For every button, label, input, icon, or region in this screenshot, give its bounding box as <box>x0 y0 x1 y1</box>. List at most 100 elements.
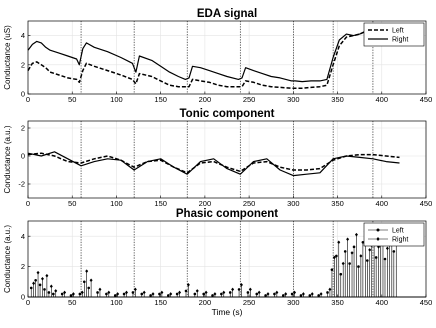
legend-label: Left <box>392 228 404 235</box>
legend-box <box>363 22 425 47</box>
stem-marker-left <box>237 288 241 291</box>
stem-marker-right <box>49 284 53 289</box>
stem-marker-left <box>366 259 369 262</box>
stem-marker-right <box>341 261 345 266</box>
stem-marker-right <box>319 292 323 296</box>
x-tick-label: 350 <box>331 199 344 208</box>
stem-marker-right <box>89 278 93 283</box>
x-tick-label: 400 <box>376 199 389 208</box>
x-tick-label: 100 <box>110 298 123 307</box>
stem-marker-right <box>107 290 111 295</box>
stem-marker-right <box>354 232 358 237</box>
stem-marker-left <box>167 294 170 297</box>
stem-marker-right <box>40 276 44 281</box>
chart-title: Phasic component <box>176 208 278 220</box>
stem-marker-left <box>348 262 351 265</box>
x-tick-label: 300 <box>287 95 300 104</box>
x-tick-label: 250 <box>243 95 256 104</box>
stem-marker-right <box>275 290 279 295</box>
stem-marker-right <box>98 287 102 292</box>
stem-marker-left <box>140 292 144 296</box>
stem-marker-right <box>54 289 58 293</box>
stem-marker-left <box>78 292 82 296</box>
stem-marker-left <box>357 265 360 268</box>
y-tick-label: 2 <box>21 262 25 271</box>
series-line-left <box>27 29 372 89</box>
x-tick-label: 250 <box>243 298 256 307</box>
stem-marker-left <box>193 292 197 296</box>
stem-marker-left <box>47 291 51 294</box>
stem-marker-right <box>301 292 305 296</box>
stem-marker-left <box>52 292 55 296</box>
y-tick-label: 0 <box>21 293 25 302</box>
stem-marker-right <box>63 290 67 295</box>
x-tick-label: 0 <box>26 95 30 104</box>
x-tick-label: 450 <box>420 95 433 104</box>
legend-box <box>363 222 425 247</box>
stem-marker-right <box>169 292 173 296</box>
y-tick-label: 4 <box>21 31 25 40</box>
stem-marker-left <box>220 292 223 296</box>
stem-marker-right <box>248 287 252 292</box>
stem-marker-right <box>328 287 332 292</box>
x-tick-label: 200 <box>199 199 212 208</box>
stem-marker-right <box>385 246 389 251</box>
x-tick-label: 400 <box>376 95 389 104</box>
legend-label: Left <box>392 28 404 35</box>
stem-marker-left <box>317 294 320 297</box>
stem-marker-right <box>186 283 190 287</box>
x-tick-label: 50 <box>68 95 76 104</box>
x-tick-label: 200 <box>199 95 212 104</box>
y-tick-label: 2 <box>21 60 25 69</box>
y-tick-label: 0 <box>21 152 25 161</box>
stem-marker-left <box>96 291 99 294</box>
legend-label: Right <box>392 37 408 44</box>
x-axis-label: Time (s) <box>212 307 243 317</box>
stem-marker-right <box>80 290 84 295</box>
y-tick-label: -2 <box>18 180 25 189</box>
stem-marker-left <box>246 291 250 294</box>
x-tick-label: 350 <box>331 95 344 104</box>
chart-title: Tonic component <box>180 108 275 120</box>
stem-marker-right <box>310 292 314 296</box>
stem-marker-left <box>264 294 267 297</box>
stem-marker-left <box>38 283 42 287</box>
stem-marker-left <box>158 292 161 296</box>
x-tick-label: 350 <box>331 298 344 307</box>
stem-marker-left <box>113 294 117 297</box>
x-tick-label: 0 <box>26 199 30 208</box>
stem-marker-left <box>43 288 46 291</box>
stem-marker-left <box>255 292 259 296</box>
stem-marker-left <box>308 294 312 297</box>
series-line-right <box>27 29 372 83</box>
axes-box <box>27 120 427 199</box>
stem-marker-left <box>60 292 64 296</box>
stem-marker-right <box>359 254 363 258</box>
stem-marker-left <box>330 268 334 271</box>
stem-marker-left <box>184 289 188 293</box>
stem-marker-right <box>85 269 89 273</box>
x-tick-label: 250 <box>243 199 256 208</box>
stem-marker-left <box>335 254 338 258</box>
stem-marker-right <box>350 251 354 255</box>
x-tick-label: 150 <box>154 95 167 104</box>
stem-marker-left <box>361 240 365 244</box>
stem-marker-left <box>82 280 86 284</box>
stem-marker-right <box>160 290 164 295</box>
stem-marker-right <box>368 248 372 252</box>
x-tick-label: 100 <box>110 199 123 208</box>
stem-marker-left <box>105 292 108 296</box>
stem-marker-right <box>151 292 155 296</box>
x-tick-label: 150 <box>154 199 167 208</box>
series-line-right <box>27 151 400 177</box>
legend-marker <box>376 228 380 232</box>
x-tick-label: 150 <box>154 298 167 307</box>
stem-marker-right <box>142 290 146 295</box>
stem-marker-right <box>178 290 182 295</box>
axes-box <box>27 20 427 95</box>
stem-marker-left <box>29 286 33 290</box>
stem-marker-left <box>343 250 347 253</box>
x-tick-label: 450 <box>420 298 433 307</box>
stem-marker-right <box>293 290 297 295</box>
